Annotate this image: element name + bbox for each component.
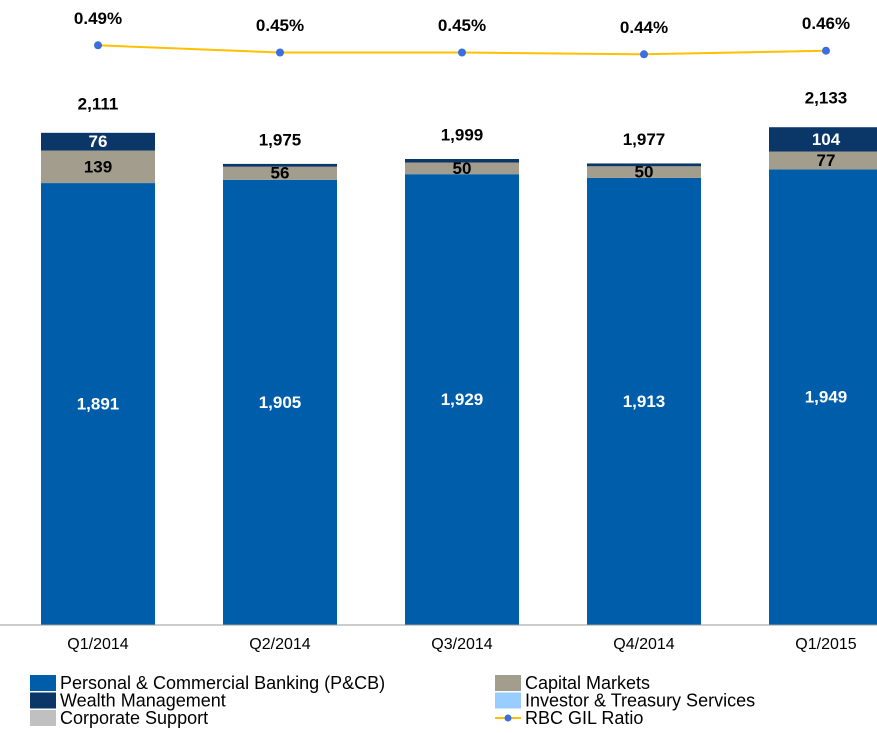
line-marker [94,41,102,50]
data-label: 77 [817,151,836,170]
bar-segment [587,163,701,167]
legend-label: RBC GIL Ratio [525,708,643,728]
data-label: 1,913 [623,392,666,411]
data-label: 139 [84,157,112,176]
data-label: 0.45% [256,16,304,35]
legend-swatch [495,675,521,691]
bar-segment [405,159,519,163]
data-label: 50 [635,163,654,182]
line-marker [276,48,284,57]
data-label: 56 [271,164,290,183]
legend-swatch [30,675,56,691]
data-label: 1,949 [805,388,848,407]
bar-segment [769,127,877,152]
total-label: 1,999 [441,125,484,144]
bar-segment [223,179,337,626]
x-tick-label: Q4/2014 [613,636,674,653]
data-label: 50 [453,159,472,178]
x-tick-label: Q2/2014 [249,636,310,653]
line-marker [640,50,648,59]
bar-segment [769,169,877,625]
total-label: 1,977 [623,130,666,149]
legend-swatch [495,692,521,709]
bar-segment [587,177,701,625]
bar-segment [223,163,337,167]
data-label: 0.45% [438,16,486,35]
data-label: 1,891 [77,395,120,414]
bar-segment [769,151,877,170]
data-label: 76 [89,132,108,151]
legend-swatch [504,714,512,722]
legend-label: Investor & Treasury Services [525,690,755,710]
bar-segment [223,166,337,180]
bar-segment [41,150,155,184]
bar-segment [587,166,701,178]
bar-segment [405,162,519,175]
data-label: 0.44% [620,18,668,37]
legend-label: Corporate Support [60,708,208,728]
legend-label: Wealth Management [60,690,226,710]
x-tick-label: Q1/2014 [67,636,128,653]
total-label: 1,975 [259,130,302,149]
data-label: 0.49% [74,9,122,28]
line-marker [458,48,466,57]
data-label: 1,929 [441,390,484,409]
legend-label: Personal & Commercial Banking (P&CB) [60,673,385,693]
line-marker [822,46,830,55]
data-label: 104 [812,130,841,149]
bar-segment [405,174,519,625]
legend-swatch [30,710,56,726]
total-label: 2,111 [78,94,119,113]
legend-swatch [30,692,56,709]
data-label: 1,905 [259,393,302,412]
data-label: 0.46% [802,14,850,33]
total-label: 2,133 [805,89,848,108]
x-tick-label: Q3/2014 [431,636,492,653]
x-tick-label: Q1/2015 [795,636,856,653]
bar-segment [41,132,155,151]
legend-label: Capital Markets [525,673,650,693]
bar-segment [41,183,155,625]
